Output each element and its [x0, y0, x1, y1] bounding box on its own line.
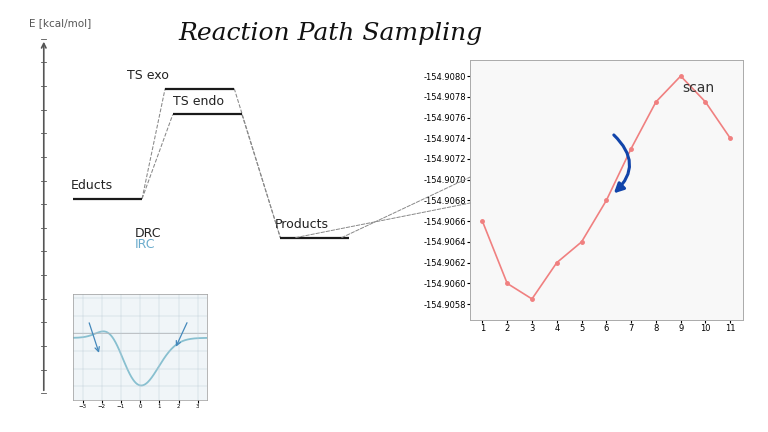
- Text: E [kcal/mol]: E [kcal/mol]: [29, 18, 91, 28]
- Text: DRC: DRC: [134, 227, 161, 240]
- Text: Reaction Path Sampling: Reaction Path Sampling: [178, 22, 482, 44]
- Text: TS exo: TS exo: [127, 69, 169, 82]
- Text: Educts: Educts: [71, 179, 113, 192]
- Text: scan: scan: [683, 81, 715, 95]
- Text: Products: Products: [275, 218, 329, 231]
- Text: IRC: IRC: [134, 238, 155, 251]
- Text: TS endo: TS endo: [173, 95, 223, 108]
